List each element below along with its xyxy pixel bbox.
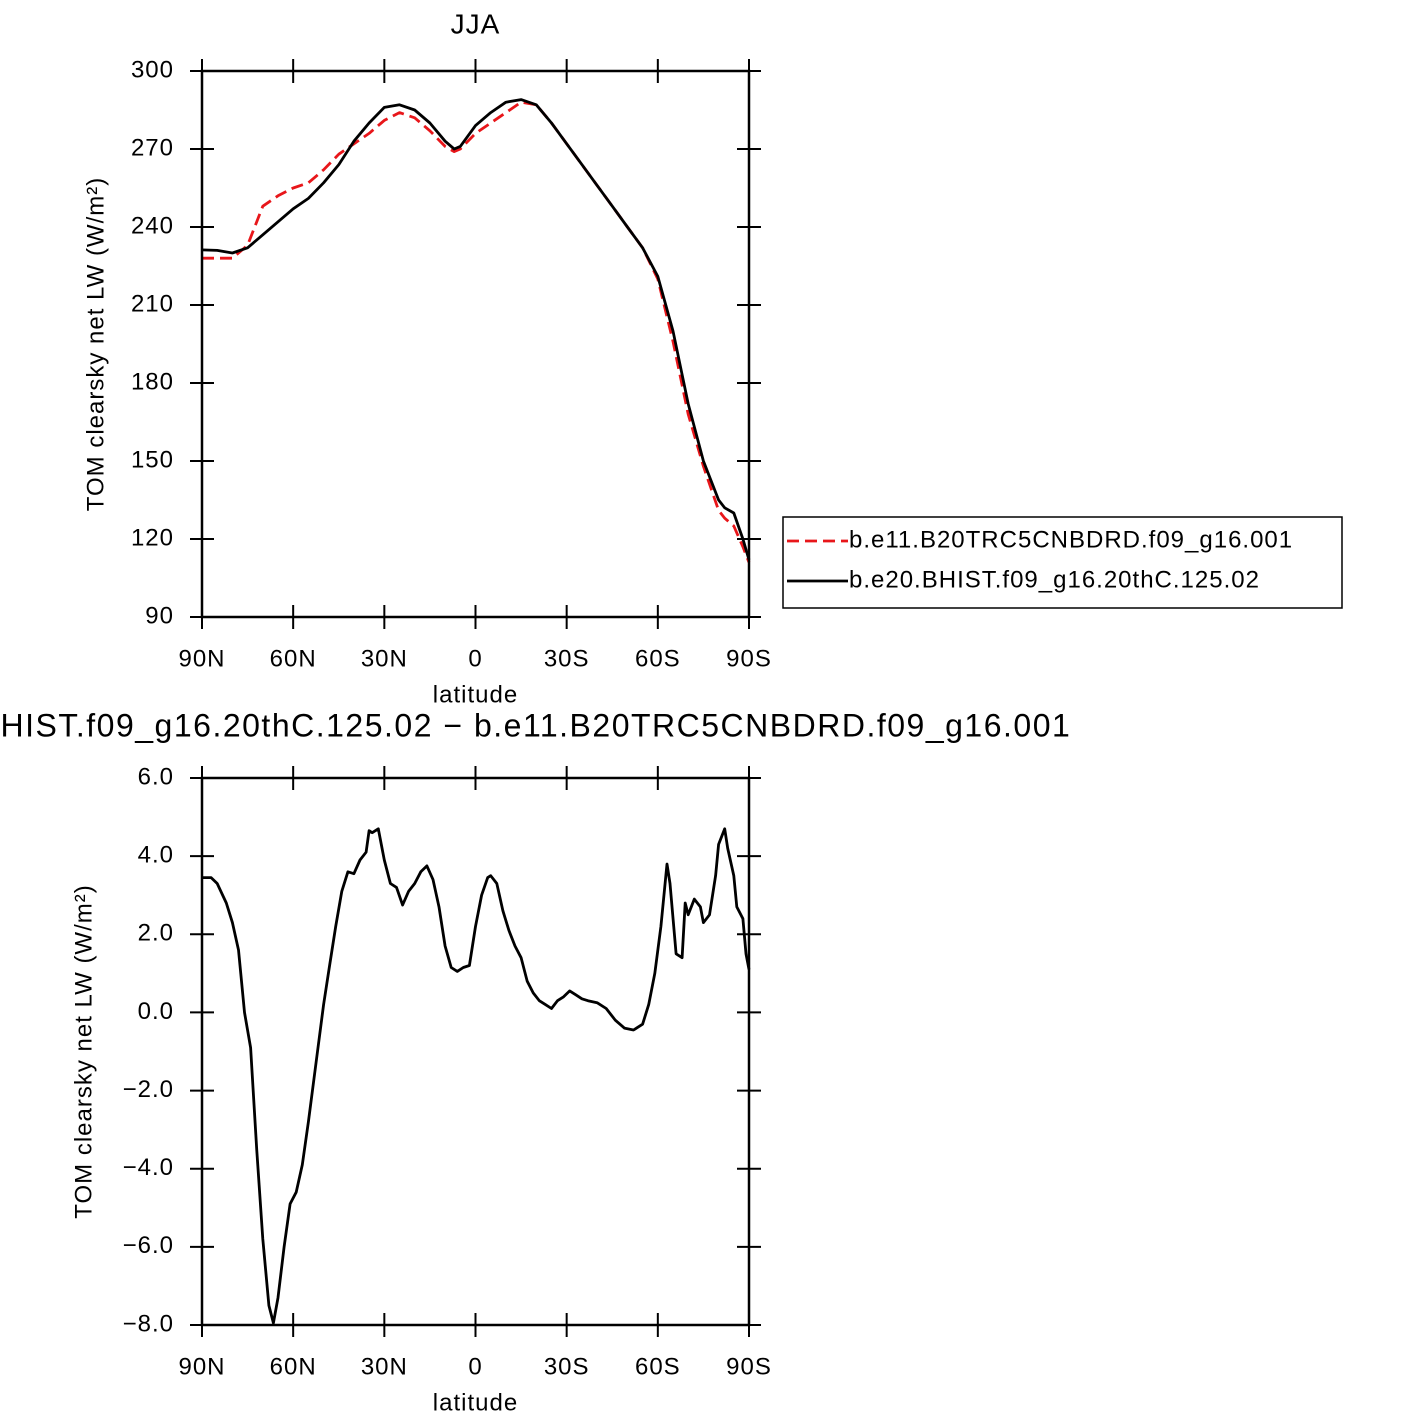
- chart-title: JJA: [451, 8, 501, 39]
- y-tick-label: 2.0: [138, 920, 174, 947]
- x-tick-label: 90S: [726, 1353, 772, 1380]
- data-line: [202, 827, 751, 1325]
- y-tick-label: −4.0: [123, 1154, 174, 1181]
- x-tick-label: 30S: [544, 645, 590, 672]
- data-line: [202, 100, 751, 563]
- y-tick-label: −8.0: [123, 1310, 174, 1337]
- x-tick-label: 90N: [178, 645, 225, 672]
- x-tick-label: 60N: [270, 1353, 317, 1380]
- y-tick-label: 90: [145, 602, 174, 629]
- y-tick-label: 150: [131, 446, 174, 473]
- y-axis-label: TOM clearsky net LW (W/m²): [82, 177, 109, 511]
- x-tick-label: 60S: [635, 1353, 681, 1380]
- x-axis-label: latitude: [433, 681, 518, 708]
- chart-title: b.e20.BHIST.f09_g16.20thC.125.02 − b.e11…: [0, 707, 1071, 743]
- data-line: [201, 98, 751, 561]
- x-tick-label: 90S: [726, 645, 772, 672]
- x-tick-label: 30S: [544, 1353, 590, 1380]
- y-axis-label: TOM clearsky net LW (W/m²): [70, 884, 97, 1218]
- plot-frame: [200, 69, 751, 619]
- x-tick-label: 0: [468, 1353, 482, 1380]
- y-tick-label: 210: [131, 290, 174, 317]
- x-tick-label: 60N: [270, 645, 317, 672]
- legend-box: [782, 516, 1343, 609]
- plot-frame: [200, 776, 751, 1327]
- x-tick-label: 60S: [635, 645, 681, 672]
- x-tick-label: 90N: [178, 1353, 225, 1380]
- x-tick-label: 30N: [361, 645, 408, 672]
- y-tick-label: −6.0: [123, 1232, 174, 1259]
- y-tick-label: 270: [131, 134, 174, 161]
- y-tick-label: 120: [131, 524, 174, 551]
- y-tick-label: −2.0: [123, 1076, 174, 1103]
- x-tick-label: 0: [468, 645, 482, 672]
- x-axis-label: latitude: [433, 1389, 518, 1416]
- x-tick-label: 30N: [361, 1353, 408, 1380]
- legend-label: b.e11.B20TRC5CNBDRD.f09_g16.001: [849, 526, 1293, 553]
- y-tick-label: 0.0: [138, 998, 174, 1025]
- y-tick-label: 4.0: [138, 841, 174, 868]
- y-tick-label: 6.0: [138, 763, 174, 790]
- y-tick-label: 300: [131, 56, 174, 83]
- y-tick-label: 180: [131, 368, 174, 395]
- legend-label: b.e20.BHIST.f09_g16.20thC.125.02: [849, 566, 1260, 593]
- y-tick-label: 240: [131, 212, 174, 239]
